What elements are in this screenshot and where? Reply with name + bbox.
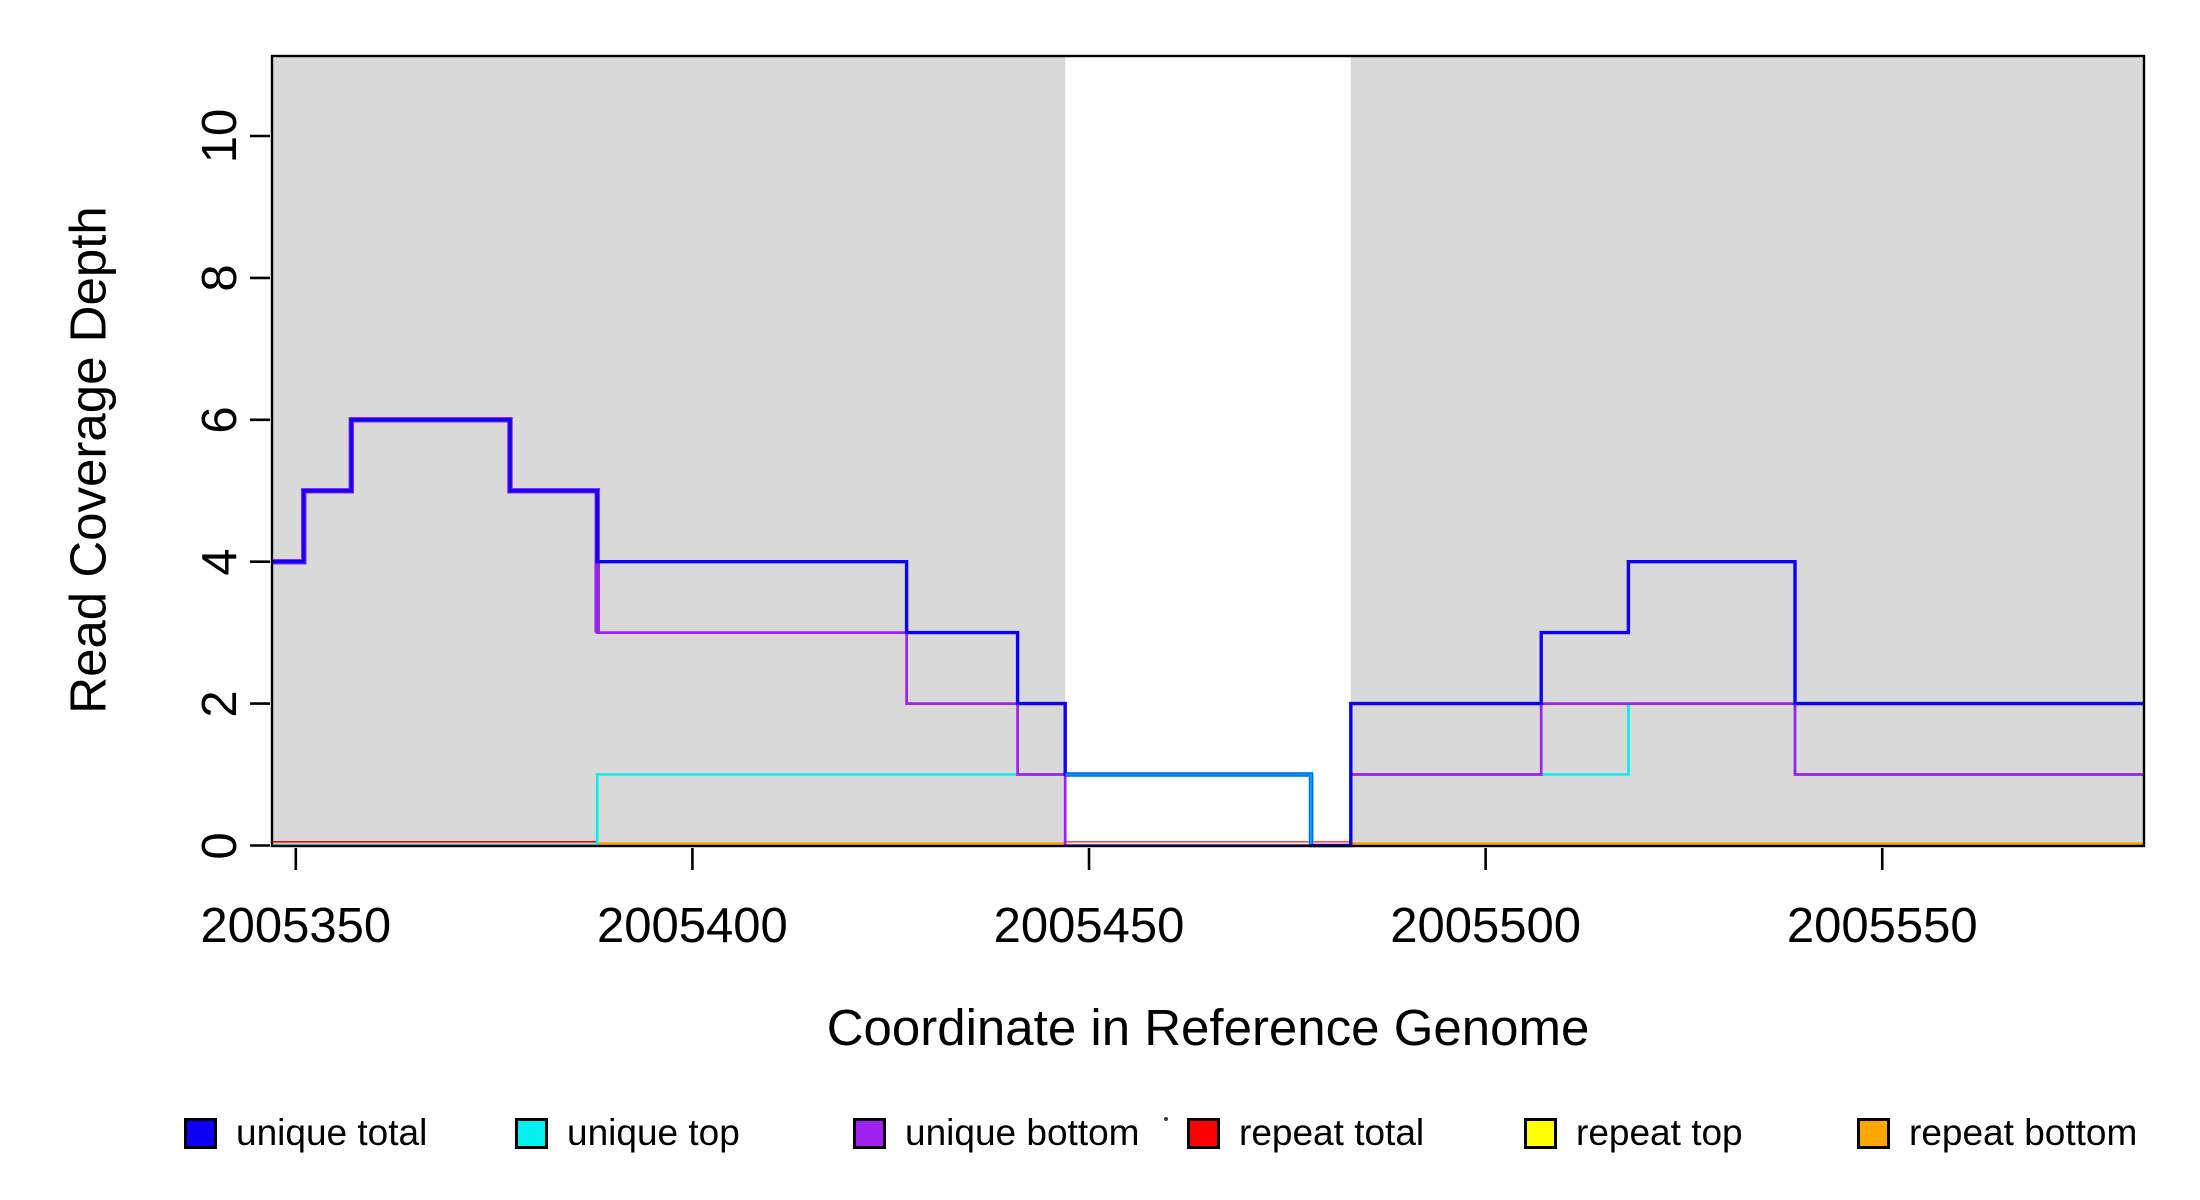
legend-swatch-icon <box>853 1118 886 1149</box>
stray-dot <box>1164 1117 1168 1121</box>
y-tick-label-2: 2 <box>193 689 247 718</box>
y-tick-label-0: 0 <box>193 831 247 860</box>
x-tick-label-2005500: 2005500 <box>1390 899 1582 953</box>
legend-label: unique bottom <box>905 1112 1140 1153</box>
y-tick-label-10: 10 <box>193 108 247 164</box>
x-tick-label-2005400: 2005400 <box>597 899 788 953</box>
legend-swatch-icon <box>1524 1118 1557 1149</box>
y-axis-title: Read Coverage Depth <box>59 206 117 714</box>
legend-swatch-icon <box>1857 1118 1890 1149</box>
y-tick-label-6: 6 <box>193 406 247 434</box>
shaded-region-1 <box>1350 57 2144 845</box>
x-axis-title: Coordinate in Reference Genome <box>826 999 1590 1056</box>
plot-frame <box>270 54 2146 848</box>
x-tick-label-2005350: 2005350 <box>200 899 392 953</box>
y-tick-label-4: 4 <box>193 548 247 576</box>
legend-swatch-icon <box>515 1118 548 1149</box>
x-tick-label-2005550: 2005550 <box>1786 899 1978 953</box>
legend-swatch-icon <box>1187 1118 1220 1149</box>
series-overlap-highlight <box>1065 773 1313 844</box>
legend-label: repeat top <box>1576 1112 1743 1153</box>
series-unique-total <box>272 418 2144 848</box>
legend-label: unique total <box>236 1112 428 1153</box>
legend-label: repeat bottom <box>1909 1112 2138 1153</box>
legend-label: unique top <box>567 1112 740 1153</box>
legend-swatch-icon <box>184 1118 217 1149</box>
series-unique-top-halo <box>1065 772 1314 846</box>
y-tick-label-8: 8 <box>193 264 247 292</box>
shaded-region-0 <box>272 57 1066 845</box>
x-tick-label-2005450: 2005450 <box>993 899 1185 953</box>
legend-label: repeat total <box>1239 1112 1425 1153</box>
